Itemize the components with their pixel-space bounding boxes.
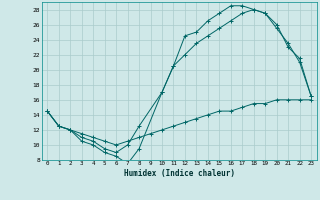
X-axis label: Humidex (Indice chaleur): Humidex (Indice chaleur) (124, 169, 235, 178)
